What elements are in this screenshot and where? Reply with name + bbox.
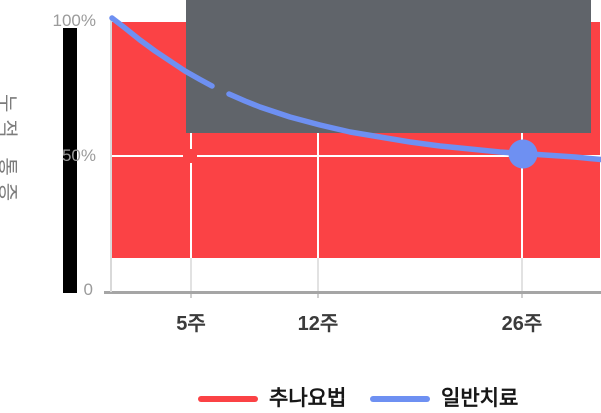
gridstub-week12: [317, 258, 319, 291]
legend: 추나요법 일반치료: [0, 385, 601, 413]
x-tick-mark-week5: [190, 294, 192, 298]
gridstub-week5: [190, 258, 192, 291]
gridline-week5: [190, 21, 192, 258]
x-tick-label-week5: 5주: [176, 313, 206, 335]
y-axis-black-bar: [63, 28, 77, 293]
y-tick-label-100: 100%: [52, 11, 96, 30]
gray-overlay-box: [186, 0, 591, 133]
x-tick-label-week26: 26주: [501, 313, 543, 335]
x-tick-mark-week26: [521, 294, 523, 298]
x-tick-mark-week12: [317, 294, 319, 298]
x-tick-label-week12: 12주: [297, 313, 339, 335]
legend-item-chuna: 추나요법: [198, 385, 346, 413]
x-axis-line: [104, 291, 601, 294]
red-series-marker: [183, 149, 197, 163]
legend-swatch-red: [198, 396, 258, 402]
plot-left-border: [110, 18, 112, 292]
y-tick-label-50: 50%: [61, 146, 96, 165]
y-tick-label-0: 0: [83, 280, 93, 299]
gridstub-week26: [521, 258, 523, 291]
legend-label-chuna: 추나요법: [269, 387, 347, 410]
legend-swatch-blue: [370, 396, 430, 402]
legend-item-general: 일반치료: [370, 385, 518, 413]
legend-label-general: 일반치료: [441, 387, 519, 410]
